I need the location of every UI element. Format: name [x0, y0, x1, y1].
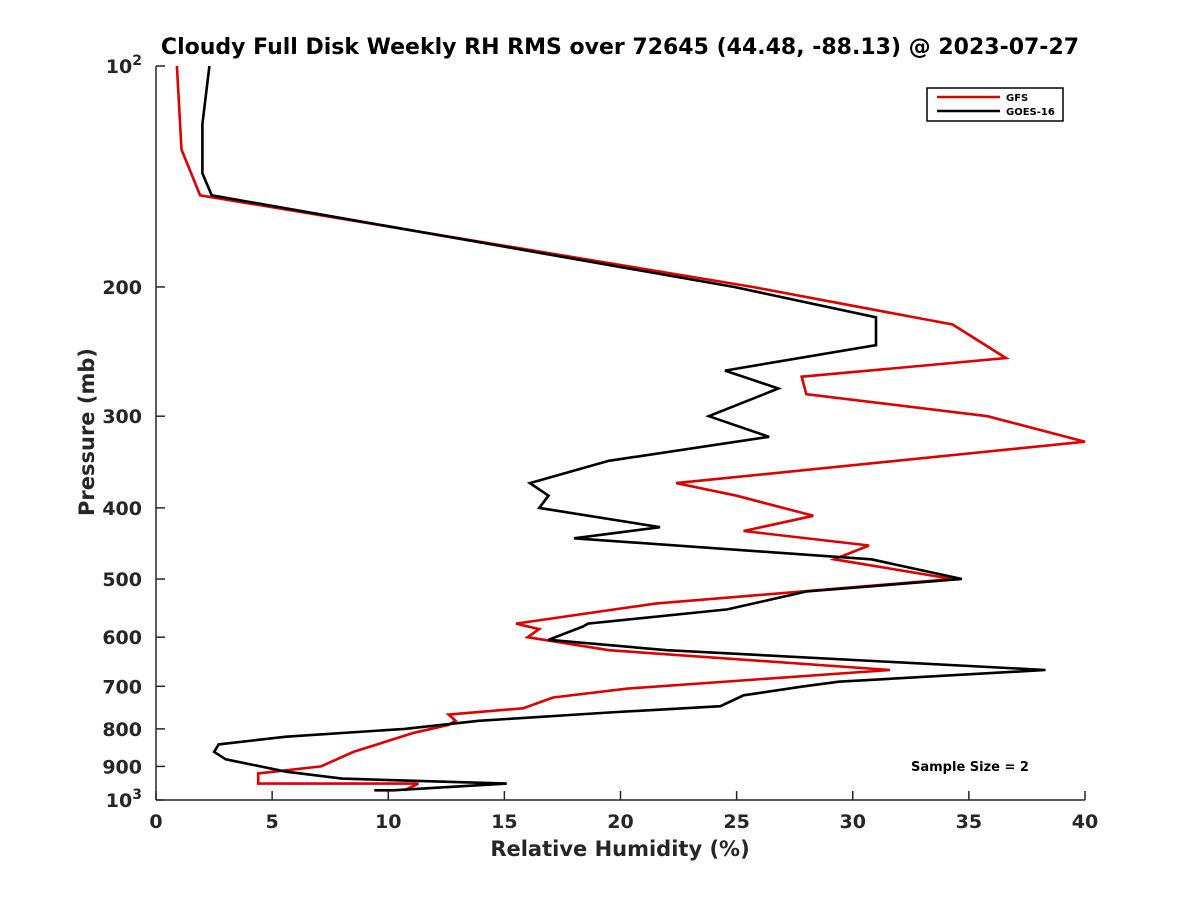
y-tick-label: 300 — [102, 406, 142, 428]
legend-label-goes16: GOES-16 — [1006, 107, 1055, 118]
x-tick-label: 15 — [491, 811, 517, 833]
y-tick-label: 900 — [102, 756, 142, 778]
x-tick-label: 25 — [723, 811, 749, 833]
series-line-goes16 — [201, 65, 1046, 792]
legend: GFS GOES-16 — [926, 87, 1064, 122]
x-tick-label: 5 — [266, 811, 279, 833]
x-tick-label: 10 — [375, 811, 401, 833]
plot-area: 0 5 10 15 20 25 30 35 40102200300400500600700800… — [102, 53, 1098, 833]
x-tick-label: 30 — [840, 811, 866, 833]
x-tick-label: 35 — [956, 811, 982, 833]
sample-size-annotation: Sample Size = 2 — [911, 760, 1029, 775]
y-tick-label: 200 — [102, 277, 142, 299]
y-tick-label: 700 — [102, 676, 142, 698]
y-tick-label: 500 — [102, 569, 142, 591]
y-tick-label: 400 — [102, 498, 142, 520]
y-axis-label: Pressure (mb) — [75, 348, 99, 516]
series-line-gfs — [175, 65, 1086, 792]
x-tick-label: 0 — [149, 811, 162, 833]
legend-box — [926, 87, 1064, 122]
chart-title: Cloudy Full Disk Weekly RH RMS over 7264… — [161, 35, 1079, 60]
x-tick-label: 40 — [1072, 811, 1098, 833]
y-tick-label: 800 — [102, 719, 142, 741]
y-tick-label: 600 — [102, 627, 142, 649]
x-tick-label: 20 — [607, 811, 633, 833]
x-axis-label: Relative Humidity (%) — [490, 837, 749, 861]
legend-label-gfs: GFS — [1006, 93, 1028, 104]
